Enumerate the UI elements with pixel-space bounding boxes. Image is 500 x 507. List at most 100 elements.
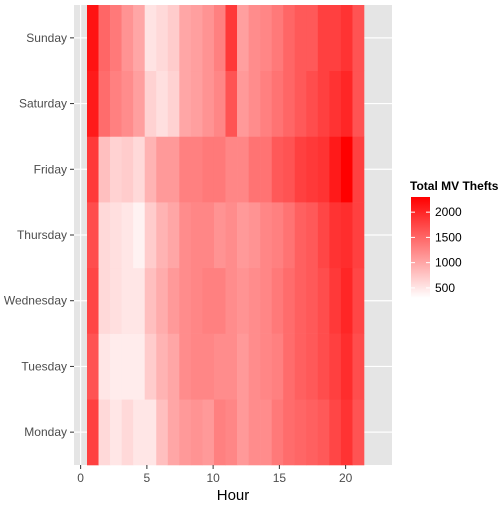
heatmap-cell [87, 333, 99, 400]
heatmap-cell [213, 267, 226, 334]
heatmap-cell [294, 333, 307, 400]
heatmap-cell [202, 136, 215, 203]
heatmap-cell [179, 399, 192, 466]
heatmap-cell [202, 399, 215, 466]
x-axis: 0 5 10 15 20 [77, 465, 353, 485]
heatmap-cell [340, 267, 353, 334]
heatmap-cell [352, 70, 365, 137]
heatmap-cell [225, 70, 238, 137]
x-axis-title: Hour [217, 487, 250, 504]
heatmap-cell [110, 5, 122, 72]
heatmap-cell [317, 5, 330, 72]
x-tick-label: 0 [77, 471, 84, 485]
heatmap-cell [110, 333, 122, 400]
heatmap-cell [260, 70, 272, 137]
heatmap-cell [260, 202, 272, 269]
heatmap-cell [202, 70, 215, 137]
heatmap-cell [340, 70, 353, 137]
heatmap-cell [167, 333, 180, 400]
heatmap-cell [329, 136, 342, 203]
heatmap-cell [167, 399, 180, 466]
heatmap-cell [271, 5, 284, 72]
heatmap-cell [110, 399, 122, 466]
heatmap-cell [260, 399, 272, 466]
heatmap-cell [294, 70, 307, 137]
legend-color-bar [411, 197, 430, 298]
heatmap-cell [121, 136, 134, 203]
heatmap-cell [156, 5, 169, 72]
heatmap-cell [317, 267, 330, 334]
heatmap-cell [87, 70, 99, 137]
heatmap-cell [306, 136, 319, 203]
heatmap-cell [202, 5, 215, 72]
heatmap-cell [283, 399, 296, 466]
heatmap-cell [179, 70, 192, 137]
heatmap-cell [144, 399, 157, 466]
heatmap-cell [317, 333, 330, 400]
y-axis: Monday Tuesday Wednesday Thursday Friday Satu… [4, 31, 74, 439]
heatmap-cell [167, 5, 180, 72]
legend-tick-label: 1500 [435, 230, 462, 244]
heatmap-cell [167, 267, 180, 334]
heatmap-cell [87, 136, 99, 203]
heatmap-cell [237, 267, 249, 334]
heatmap-cell [329, 333, 342, 400]
x-tick-label: 10 [206, 471, 220, 485]
heatmap-cell [98, 136, 111, 203]
heatmap-cell [144, 202, 157, 269]
heatmap-cell [190, 333, 203, 400]
heatmap-cell [340, 202, 353, 269]
heatmap-cell [110, 70, 122, 137]
heatmap-cell [283, 5, 296, 72]
heatmap-cell [237, 333, 249, 400]
legend-title: Total MV Thefts [410, 179, 499, 193]
heatmap-cell [294, 5, 307, 72]
heatmap-cell [133, 202, 146, 269]
heatmap-cell [329, 5, 342, 72]
heatmap-cell [202, 333, 215, 400]
heatmap-cell [213, 5, 226, 72]
heatmap-cell [248, 399, 261, 466]
heatmap-cell [87, 267, 99, 334]
heatmap-cell [248, 5, 261, 72]
heatmap-cell [260, 333, 272, 400]
heatmap-cell [260, 267, 272, 334]
heatmap-cell [317, 202, 330, 269]
heatmap-cell [87, 202, 99, 269]
heatmap-cell [190, 202, 203, 269]
heatmap-cell [121, 399, 134, 466]
heatmap-cell [213, 70, 226, 137]
heatmap-cell [306, 267, 319, 334]
heatmap-cell [352, 202, 365, 269]
x-tick-label: 5 [144, 471, 151, 485]
heatmap-cell [144, 333, 157, 400]
heatmap-cell [133, 136, 146, 203]
heatmap-cell [213, 202, 226, 269]
heatmap-cell [121, 5, 134, 72]
heatmap-cell [167, 70, 180, 137]
legend-tick-label: 1000 [435, 256, 462, 270]
heatmap-cell [271, 202, 284, 269]
heatmap-cell [167, 202, 180, 269]
heatmap-cell [133, 70, 146, 137]
heatmap-cell [225, 136, 238, 203]
heatmap-cell [156, 136, 169, 203]
heatmap-cell [340, 5, 353, 72]
legend-tick-label: 2000 [435, 205, 462, 219]
y-tick-label: Monday [24, 425, 67, 439]
heatmap-cell [271, 136, 284, 203]
heatmap-cell [271, 399, 284, 466]
heatmap-cell [329, 202, 342, 269]
heatmap-cell [133, 333, 146, 400]
heatmap-cell [225, 333, 238, 400]
heatmap-cell [179, 267, 192, 334]
heatmap-cell [306, 5, 319, 72]
heatmap-cell [340, 136, 353, 203]
heatmap-cell [133, 399, 146, 466]
heatmap-cell [283, 202, 296, 269]
x-tick-label: 20 [339, 471, 353, 485]
heatmap-cell [121, 333, 134, 400]
heatmap-cell [133, 5, 146, 72]
heatmap-cell [179, 202, 192, 269]
